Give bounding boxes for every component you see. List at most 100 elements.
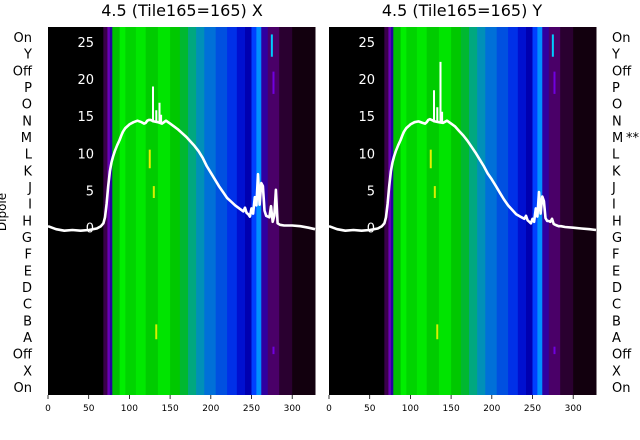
x-tick-label: 300 — [565, 404, 582, 414]
y-tick-label: 5 — [86, 185, 94, 200]
dipole-label: On — [14, 31, 32, 46]
panel-y-title: 4.5 (Tile165=165) Y — [382, 1, 543, 20]
heatmap-band — [388, 27, 392, 395]
y-tick-label: 10 — [358, 147, 375, 162]
response-line — [328, 117, 597, 232]
dipole-label: L — [25, 148, 33, 163]
dipole-label: C — [612, 298, 621, 313]
heatmap-band — [48, 27, 104, 395]
x-tick-label: 0 — [326, 404, 332, 414]
heatmap-band — [107, 27, 111, 395]
heatmap-band — [135, 27, 147, 395]
x-tick-label: 200 — [483, 404, 500, 414]
heatmap-band — [400, 27, 407, 395]
heatmap-band — [215, 27, 228, 395]
y-tick-label: 25 — [77, 36, 94, 51]
dipole-label: P — [612, 81, 620, 96]
x-tick-label: 50 — [83, 404, 95, 414]
heatmap-band — [157, 27, 171, 395]
response-line — [47, 118, 316, 232]
dipole-label: O — [612, 98, 622, 113]
dipole-label: Off — [13, 64, 33, 79]
dipole-label: C — [23, 298, 32, 313]
dipole-label: B — [23, 314, 32, 329]
dipole-label: G — [22, 231, 32, 246]
dipole-label: B — [612, 314, 621, 329]
dipole-label: P — [24, 81, 32, 96]
panel-x-x-axis: 0 50 100 150 200 250 300 — [45, 395, 301, 414]
heatmap-band — [573, 27, 597, 395]
dipole-label: I — [28, 198, 32, 213]
dipole-label: E — [612, 264, 620, 279]
y-tick-label: 10 — [77, 147, 94, 162]
dipole-label: M — [612, 131, 623, 146]
panel-y-dipole-marker: ** — [626, 131, 640, 146]
heatmap-band — [406, 27, 418, 395]
y-tick-label: 25 — [358, 36, 375, 51]
heatmap-band — [188, 27, 197, 395]
dipole-label: K — [612, 164, 621, 179]
heatmap-band — [477, 27, 486, 395]
dipole-label: K — [23, 164, 32, 179]
x-tick-label: 100 — [402, 404, 419, 414]
heatmap-band — [525, 27, 534, 395]
x-tick-label: 150 — [443, 404, 460, 414]
heatmap-band — [426, 27, 440, 395]
dipole-label: Y — [23, 48, 32, 63]
heatmap-band — [170, 27, 181, 395]
x-tick-label: 50 — [364, 404, 376, 414]
x-tick-label: 200 — [202, 404, 219, 414]
y-tick-label: 15 — [77, 110, 94, 125]
dipole-label: D — [22, 281, 32, 296]
heatmap-band — [469, 27, 478, 395]
heatmap-band — [393, 27, 402, 395]
y-tick-label: 20 — [358, 73, 375, 88]
heatmap-band — [196, 27, 205, 395]
heatmap-band — [204, 27, 217, 395]
heatmap-band — [179, 27, 189, 395]
x-tick-label: 0 — [45, 404, 51, 414]
heatmap-band — [548, 27, 561, 395]
dipole-label: J — [611, 181, 616, 196]
heatmap-band — [329, 27, 385, 395]
panel-y-x-axis: 0 50 100 150 200 250 300 — [326, 395, 582, 414]
heatmap-band — [244, 27, 253, 395]
dipole-label: X — [612, 364, 621, 379]
heatmap-band — [460, 27, 470, 395]
heatmap-band — [145, 27, 159, 395]
heatmap-band — [256, 27, 262, 395]
heatmap-band — [119, 27, 126, 395]
y-tick-label: 15 — [358, 110, 375, 125]
x-tick-label: 250 — [524, 404, 541, 414]
dipole-label: F — [25, 248, 32, 263]
dipole-label: M — [21, 131, 32, 146]
dipole-label: H — [612, 214, 622, 229]
response-spike — [433, 61, 444, 123]
dipole-label: E — [24, 264, 32, 279]
dipole-label: Off — [612, 64, 632, 79]
dipole-label: H — [22, 214, 32, 229]
dipole-label: A — [612, 331, 621, 346]
heatmap-band — [496, 27, 509, 395]
x-tick-label: 250 — [243, 404, 260, 414]
heatmap-band — [109, 27, 113, 395]
heatmap-band — [279, 27, 293, 395]
x-tick-label: 100 — [121, 404, 138, 414]
heatmap-band — [517, 27, 527, 395]
dipole-label: G — [612, 231, 622, 246]
heatmap-band — [292, 27, 316, 395]
heatmap-band — [416, 27, 428, 395]
heatmap-band — [227, 27, 238, 395]
y-axis-label: Dipole — [0, 193, 9, 231]
panel-x-title: 4.5 (Tile165=165) X — [101, 1, 263, 20]
x-tick-label: 300 — [284, 404, 301, 414]
dipole-label: Off — [13, 348, 33, 363]
dipole-label: Y — [611, 48, 620, 63]
